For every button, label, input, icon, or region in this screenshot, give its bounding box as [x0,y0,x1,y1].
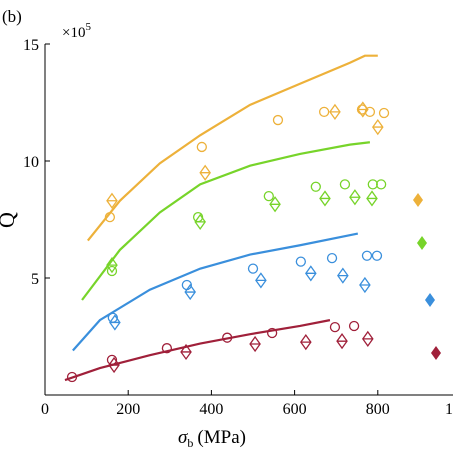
x-tick-label: 0 [41,401,49,418]
diamond-marker [249,335,261,353]
x-tick-label: 600 [283,401,307,418]
diamond-shape [106,192,118,209]
diamond-shape [199,164,211,181]
diamond-marker [359,276,371,294]
diamond-shape [305,265,317,282]
circle-marker [367,179,378,190]
diamond-shape [249,335,261,353]
circle-marker [247,263,259,274]
diamond-marker [357,101,369,118]
diamond-shape [108,356,120,374]
diamond-shape [109,314,121,331]
circle-marker [310,181,321,192]
diamond-shape [359,276,371,294]
diamond-marker [269,196,281,213]
circle-marker [106,265,118,277]
legend-marker [431,346,441,360]
diamond-shape [329,103,341,120]
circle-marker [326,252,338,264]
circle-marker [222,332,233,343]
legend-marker [413,193,423,207]
circle-marker [348,320,360,332]
circle-marker [339,179,351,190]
diamond-shape [269,196,281,213]
fit-line [72,232,359,352]
circle-marker [66,371,78,383]
axis-multiplier: ×105 [62,21,91,41]
circle-marker [329,321,341,333]
circle-marker [295,256,306,267]
diamond-marker [362,330,374,347]
x-tick-label: 1000 [445,401,453,418]
diamond-shape [372,118,384,136]
circle-marker [104,212,116,223]
legend-marker [417,236,427,250]
circle-marker [272,114,284,126]
circle-marker [196,141,207,153]
diamond-shape [106,257,118,274]
circle-marker [378,107,390,119]
diamond-shape [357,101,369,118]
circle-marker [266,327,278,339]
diamond-marker [199,164,211,181]
multiplier-exponent: 5 [85,21,91,33]
diamond-shape [349,189,361,206]
circle-marker [318,106,330,118]
x-tick-label: 400 [199,401,223,418]
y-axis-label: Q [0,212,19,228]
multiplier-base: ×10 [62,25,85,41]
x-tick-label: 200 [116,401,140,418]
diamond-shape [337,267,349,284]
diamond-marker [109,314,121,331]
circle-marker [263,190,274,202]
x-axis-label: σb (MPa) [178,427,246,450]
diamond-marker [106,257,118,274]
circle-marker [161,343,173,354]
diamond-marker [300,333,312,351]
diamond-shape [300,333,312,351]
circle-marker [371,250,383,261]
diamond-marker [180,343,192,361]
fit-line [86,54,378,242]
diamond-marker [108,356,120,374]
fit-line [64,319,331,382]
diamond-marker [106,192,118,209]
diamond-shape [184,283,196,301]
x-label-symbol: σ [178,427,188,448]
diamond-marker [336,333,348,350]
panel-label: (b) [2,7,22,26]
diamond-marker [329,103,341,120]
diamond-marker [366,190,378,207]
diamond-marker [349,189,361,206]
diamond-shape [366,190,378,207]
diamond-marker [255,272,267,289]
diamond-marker [194,213,206,230]
diamond-marker [184,283,196,301]
circle-marker [375,179,387,190]
x-tick-label: 800 [366,401,390,418]
x-label-unit: (MPa) [197,427,246,448]
diamond-marker [305,265,317,282]
diamond-marker [372,118,384,136]
y-tick-label: 10 [23,154,39,171]
legend-marker [425,293,435,307]
diamond-shape [255,272,267,289]
diamond-shape [194,213,206,230]
diamond-shape [362,330,374,347]
y-tick-label: 15 [23,37,39,54]
diamond-marker [337,267,349,284]
diamond-shape [336,333,348,350]
diamond-shape [319,190,331,207]
circle-marker [361,250,373,261]
diamond-shape [180,343,192,361]
x-label-subscript: b [187,436,193,450]
diamond-marker [319,190,331,207]
y-tick-label: 5 [31,271,39,288]
fit-line [81,141,371,301]
